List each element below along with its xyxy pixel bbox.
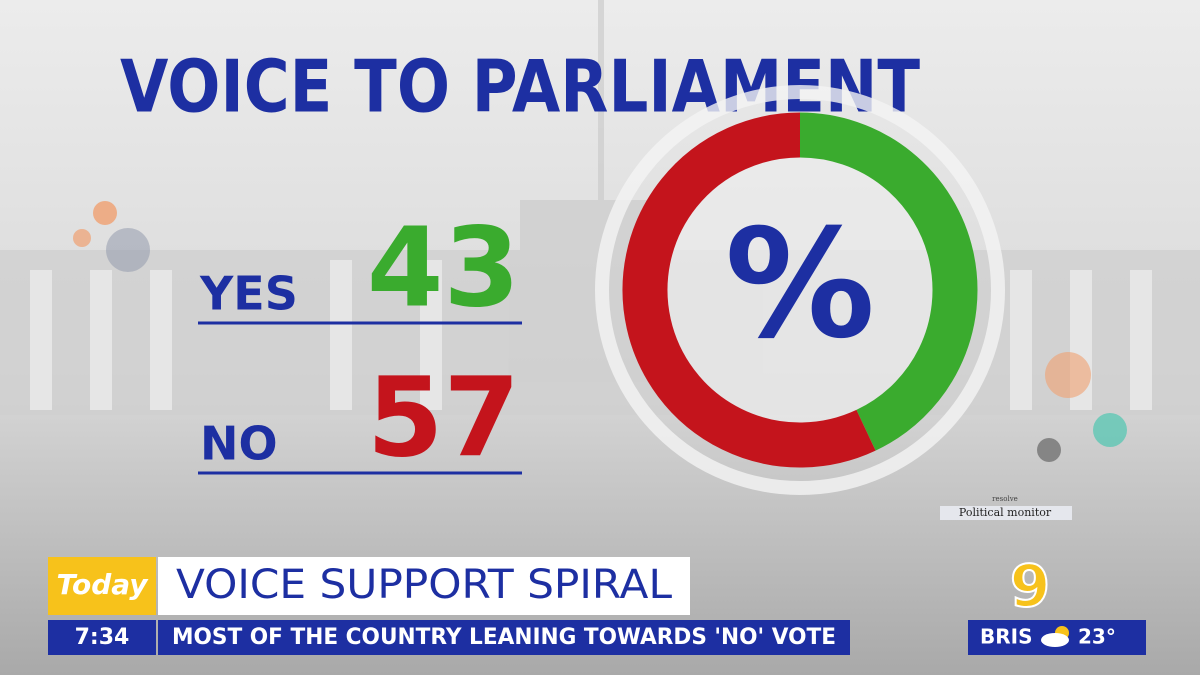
legend-label: YES xyxy=(199,267,298,321)
weather-icon xyxy=(1041,626,1069,647)
source-line2: Political monitor xyxy=(959,506,1052,519)
time-box xyxy=(48,620,156,655)
headline: VOICE SUPPORT SPIRAL xyxy=(176,562,673,608)
value-label: 43 xyxy=(367,203,520,331)
value-label: 57 xyxy=(367,353,520,481)
brand: Today xyxy=(56,568,149,601)
temperature: 23° xyxy=(1078,625,1116,649)
network-logo: 9 xyxy=(1010,552,1050,620)
time: 7:34 xyxy=(75,625,130,650)
building-columns xyxy=(30,260,1152,410)
source-line1: resolve xyxy=(992,495,1018,503)
donut-halo xyxy=(595,85,1005,495)
city: BRIS xyxy=(980,625,1033,649)
legend: YES 43 NO 57 xyxy=(198,203,522,481)
donut-segment xyxy=(622,112,876,468)
donut-segment xyxy=(799,112,978,451)
donut xyxy=(622,112,978,468)
center-label: % xyxy=(725,198,875,372)
legend-label: NO xyxy=(200,417,278,471)
donut-hole xyxy=(667,157,933,423)
decor-dots xyxy=(73,201,1127,462)
subheadline: MOST OF THE COUNTRY LEANING TOWARDS 'NO'… xyxy=(172,625,836,650)
brand-box xyxy=(48,557,156,615)
headline-box xyxy=(158,557,690,615)
subheadline-box xyxy=(158,620,850,655)
source-bg xyxy=(940,506,1072,520)
